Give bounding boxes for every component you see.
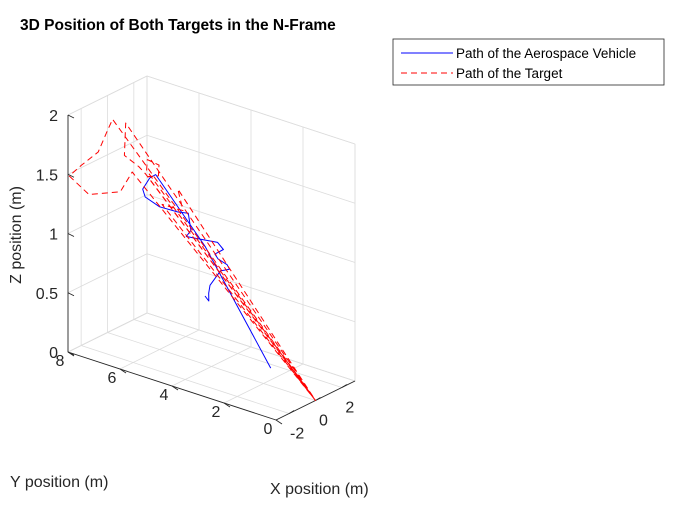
legend-label-target: Path of the Target [456,66,563,81]
z-tick-mark-4 [67,114,75,119]
x-tick-label-2: 2 [345,400,354,417]
z-tick-label-2: 1 [49,227,58,244]
gridline-side-z-0 [146,312,356,382]
z-tick-label-4: 2 [49,108,58,125]
x-tick-label-0: -2 [290,426,304,443]
z-tick-mark-1 [67,292,75,297]
x-tick-mark-1 [315,397,321,401]
y-tick-label-0: 0 [264,421,273,438]
gridline-back-z-3 [67,134,148,175]
gridline-floor-y-2 [171,346,252,387]
z-tick-mark-3 [67,173,75,178]
y-tick-mark-3 [119,368,127,374]
series-group [68,118,316,401]
legend-label-vehicle: Path of the Aerospace Vehicle [456,46,636,61]
z-tick-mark-2 [67,233,75,237]
z-tick-label-1: 0.5 [36,286,58,303]
x-tick-label-1: 0 [319,413,328,430]
gridline-side-z-4 [146,75,356,145]
y-tick-mark-1 [223,402,231,408]
gridline-back-z-2 [67,194,148,234]
grid [67,75,356,421]
gridline-side-z-3 [146,134,356,204]
z-tick-label-3: 1.5 [36,167,58,184]
y-axis-label: Y position (m) [10,474,108,491]
x-axis-label: X position (m) [270,481,369,498]
y-tick-mark-0 [275,419,283,425]
series-path-1 [68,118,316,401]
z-tick-mark-0 [67,351,75,356]
z-axis-label: Z position (m) [8,186,25,284]
x-tick-mark-0 [288,410,295,414]
chart-title: 3D Position of Both Targets in the N-Fra… [20,17,336,34]
gridline-back-z-4 [67,75,148,116]
gridline-back-z-0 [67,312,148,353]
gridline-back-z-1 [67,253,148,294]
gridline-side-z-1 [146,253,356,323]
legend-box [392,38,665,86]
x-tick-mark-2 [341,384,348,388]
z-tick-label-0: 0 [49,345,58,362]
series-path-0 [142,174,272,369]
axes-panes [66,75,357,421]
y-tick-mark-2 [171,385,179,391]
gridline-floor-y-3 [119,329,200,370]
y-tick-label-4: 8 [56,353,65,370]
gridline-floor-y-1 [223,363,304,404]
y-tick-label-3: 6 [108,370,117,387]
y-tick-label-2: 4 [160,387,169,404]
y-tick-label-1: 2 [212,404,221,421]
legend: Path of the Aerospace Vehicle Path of th… [392,38,665,86]
